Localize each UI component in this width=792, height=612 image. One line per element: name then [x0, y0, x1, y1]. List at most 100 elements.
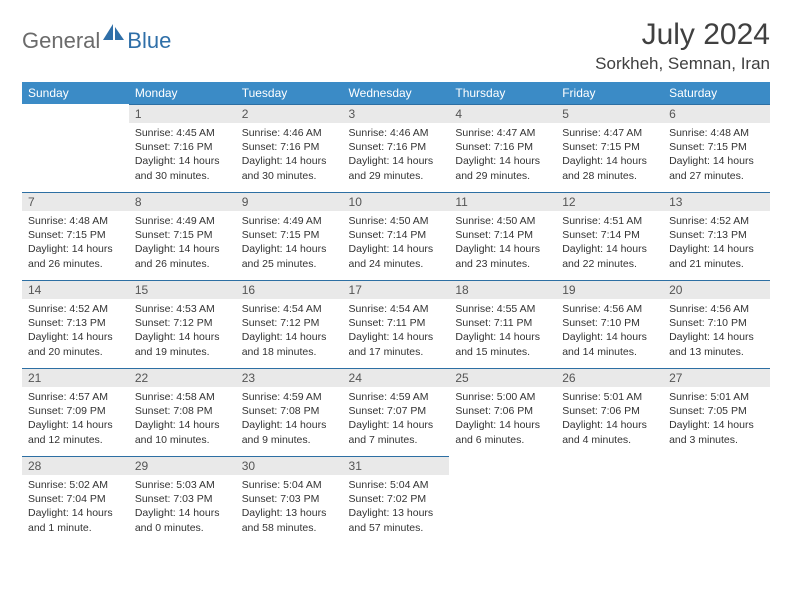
day-content: Sunrise: 4:54 AMSunset: 7:12 PMDaylight:…: [236, 299, 343, 365]
day-number: 23: [236, 368, 343, 387]
day-content: Sunrise: 4:53 AMSunset: 7:12 PMDaylight:…: [129, 299, 236, 365]
day-content: Sunrise: 4:47 AMSunset: 7:16 PMDaylight:…: [449, 123, 556, 189]
day-number: 16: [236, 280, 343, 299]
calendar-week-row: 21Sunrise: 4:57 AMSunset: 7:09 PMDayligh…: [22, 368, 770, 456]
calendar-day-cell: 26Sunrise: 5:01 AMSunset: 7:06 PMDayligh…: [556, 368, 663, 456]
calendar-week-row: 1Sunrise: 4:45 AMSunset: 7:16 PMDaylight…: [22, 104, 770, 192]
day-number: 27: [663, 368, 770, 387]
day-content: Sunrise: 4:59 AMSunset: 7:07 PMDaylight:…: [343, 387, 450, 453]
calendar-day-cell: [663, 456, 770, 544]
day-content: Sunrise: 4:58 AMSunset: 7:08 PMDaylight:…: [129, 387, 236, 453]
calendar-day-cell: 8Sunrise: 4:49 AMSunset: 7:15 PMDaylight…: [129, 192, 236, 280]
calendar-day-cell: 15Sunrise: 4:53 AMSunset: 7:12 PMDayligh…: [129, 280, 236, 368]
calendar-day-cell: 4Sunrise: 4:47 AMSunset: 7:16 PMDaylight…: [449, 104, 556, 192]
day-number: 19: [556, 280, 663, 299]
day-content: Sunrise: 4:52 AMSunset: 7:13 PMDaylight:…: [22, 299, 129, 365]
calendar-day-cell: 11Sunrise: 4:50 AMSunset: 7:14 PMDayligh…: [449, 192, 556, 280]
weekday-header: Wednesday: [343, 82, 450, 104]
calendar-day-cell: 6Sunrise: 4:48 AMSunset: 7:15 PMDaylight…: [663, 104, 770, 192]
calendar-day-cell: 21Sunrise: 4:57 AMSunset: 7:09 PMDayligh…: [22, 368, 129, 456]
day-content: Sunrise: 4:45 AMSunset: 7:16 PMDaylight:…: [129, 123, 236, 189]
day-number: 17: [343, 280, 450, 299]
logo-text-general: General: [22, 28, 100, 54]
day-number: 7: [22, 192, 129, 211]
calendar-week-row: 7Sunrise: 4:48 AMSunset: 7:15 PMDaylight…: [22, 192, 770, 280]
calendar-day-cell: 19Sunrise: 4:56 AMSunset: 7:10 PMDayligh…: [556, 280, 663, 368]
logo-text-blue: Blue: [127, 28, 171, 54]
logo: General Blue: [22, 24, 171, 57]
day-content: Sunrise: 4:54 AMSunset: 7:11 PMDaylight:…: [343, 299, 450, 365]
day-content: Sunrise: 5:01 AMSunset: 7:05 PMDaylight:…: [663, 387, 770, 453]
header: General Blue July 2024 Sorkheh, Semnan, …: [22, 18, 770, 74]
day-content: Sunrise: 5:03 AMSunset: 7:03 PMDaylight:…: [129, 475, 236, 541]
calendar-day-cell: 31Sunrise: 5:04 AMSunset: 7:02 PMDayligh…: [343, 456, 450, 544]
logo-sail-icon: [103, 24, 125, 47]
day-content: Sunrise: 4:56 AMSunset: 7:10 PMDaylight:…: [663, 299, 770, 365]
calendar-day-cell: 10Sunrise: 4:50 AMSunset: 7:14 PMDayligh…: [343, 192, 450, 280]
day-number: 24: [343, 368, 450, 387]
calendar-day-cell: 23Sunrise: 4:59 AMSunset: 7:08 PMDayligh…: [236, 368, 343, 456]
day-number: 15: [129, 280, 236, 299]
day-number: 3: [343, 104, 450, 123]
calendar-day-cell: 17Sunrise: 4:54 AMSunset: 7:11 PMDayligh…: [343, 280, 450, 368]
day-number: 14: [22, 280, 129, 299]
day-content: Sunrise: 4:57 AMSunset: 7:09 PMDaylight:…: [22, 387, 129, 453]
day-content: Sunrise: 4:50 AMSunset: 7:14 PMDaylight:…: [343, 211, 450, 277]
day-number: 18: [449, 280, 556, 299]
weekday-header: Friday: [556, 82, 663, 104]
day-content: Sunrise: 5:00 AMSunset: 7:06 PMDaylight:…: [449, 387, 556, 453]
weekday-header: Monday: [129, 82, 236, 104]
calendar-day-cell: [556, 456, 663, 544]
day-number: 31: [343, 456, 450, 475]
day-content: Sunrise: 4:55 AMSunset: 7:11 PMDaylight:…: [449, 299, 556, 365]
calendar-day-cell: 14Sunrise: 4:52 AMSunset: 7:13 PMDayligh…: [22, 280, 129, 368]
page-title: July 2024: [595, 18, 770, 52]
calendar-week-row: 28Sunrise: 5:02 AMSunset: 7:04 PMDayligh…: [22, 456, 770, 544]
day-number: 29: [129, 456, 236, 475]
calendar-day-cell: 7Sunrise: 4:48 AMSunset: 7:15 PMDaylight…: [22, 192, 129, 280]
day-number: 2: [236, 104, 343, 123]
calendar-body: 1Sunrise: 4:45 AMSunset: 7:16 PMDaylight…: [22, 104, 770, 544]
day-number: 26: [556, 368, 663, 387]
day-content: Sunrise: 4:56 AMSunset: 7:10 PMDaylight:…: [556, 299, 663, 365]
calendar-day-cell: [22, 104, 129, 192]
calendar-day-cell: 5Sunrise: 4:47 AMSunset: 7:15 PMDaylight…: [556, 104, 663, 192]
day-number: 28: [22, 456, 129, 475]
calendar-day-cell: 16Sunrise: 4:54 AMSunset: 7:12 PMDayligh…: [236, 280, 343, 368]
day-number: 4: [449, 104, 556, 123]
calendar-day-cell: 29Sunrise: 5:03 AMSunset: 7:03 PMDayligh…: [129, 456, 236, 544]
day-number: 9: [236, 192, 343, 211]
calendar-day-cell: 22Sunrise: 4:58 AMSunset: 7:08 PMDayligh…: [129, 368, 236, 456]
location-text: Sorkheh, Semnan, Iran: [595, 54, 770, 74]
calendar-day-cell: 28Sunrise: 5:02 AMSunset: 7:04 PMDayligh…: [22, 456, 129, 544]
day-content: Sunrise: 4:46 AMSunset: 7:16 PMDaylight:…: [343, 123, 450, 189]
day-number: 25: [449, 368, 556, 387]
calendar-week-row: 14Sunrise: 4:52 AMSunset: 7:13 PMDayligh…: [22, 280, 770, 368]
day-content: Sunrise: 5:04 AMSunset: 7:02 PMDaylight:…: [343, 475, 450, 541]
calendar-day-cell: 12Sunrise: 4:51 AMSunset: 7:14 PMDayligh…: [556, 192, 663, 280]
calendar-day-cell: 24Sunrise: 4:59 AMSunset: 7:07 PMDayligh…: [343, 368, 450, 456]
day-content: Sunrise: 4:59 AMSunset: 7:08 PMDaylight:…: [236, 387, 343, 453]
day-number: 11: [449, 192, 556, 211]
day-number: 12: [556, 192, 663, 211]
day-content: Sunrise: 4:47 AMSunset: 7:15 PMDaylight:…: [556, 123, 663, 189]
calendar-day-cell: 25Sunrise: 5:00 AMSunset: 7:06 PMDayligh…: [449, 368, 556, 456]
calendar-day-cell: 18Sunrise: 4:55 AMSunset: 7:11 PMDayligh…: [449, 280, 556, 368]
calendar-day-cell: 30Sunrise: 5:04 AMSunset: 7:03 PMDayligh…: [236, 456, 343, 544]
day-number: 22: [129, 368, 236, 387]
weekday-header: Saturday: [663, 82, 770, 104]
day-content: Sunrise: 4:49 AMSunset: 7:15 PMDaylight:…: [236, 211, 343, 277]
weekday-header: Tuesday: [236, 82, 343, 104]
day-content: Sunrise: 4:51 AMSunset: 7:14 PMDaylight:…: [556, 211, 663, 277]
calendar-day-cell: 1Sunrise: 4:45 AMSunset: 7:16 PMDaylight…: [129, 104, 236, 192]
calendar-day-cell: 20Sunrise: 4:56 AMSunset: 7:10 PMDayligh…: [663, 280, 770, 368]
day-content: Sunrise: 4:48 AMSunset: 7:15 PMDaylight:…: [22, 211, 129, 277]
day-content: Sunrise: 4:48 AMSunset: 7:15 PMDaylight:…: [663, 123, 770, 189]
day-number: 8: [129, 192, 236, 211]
calendar-day-cell: 2Sunrise: 4:46 AMSunset: 7:16 PMDaylight…: [236, 104, 343, 192]
day-number: 5: [556, 104, 663, 123]
day-content: Sunrise: 4:52 AMSunset: 7:13 PMDaylight:…: [663, 211, 770, 277]
calendar-day-cell: 27Sunrise: 5:01 AMSunset: 7:05 PMDayligh…: [663, 368, 770, 456]
calendar-table: SundayMondayTuesdayWednesdayThursdayFrid…: [22, 82, 770, 544]
weekday-header-row: SundayMondayTuesdayWednesdayThursdayFrid…: [22, 82, 770, 104]
